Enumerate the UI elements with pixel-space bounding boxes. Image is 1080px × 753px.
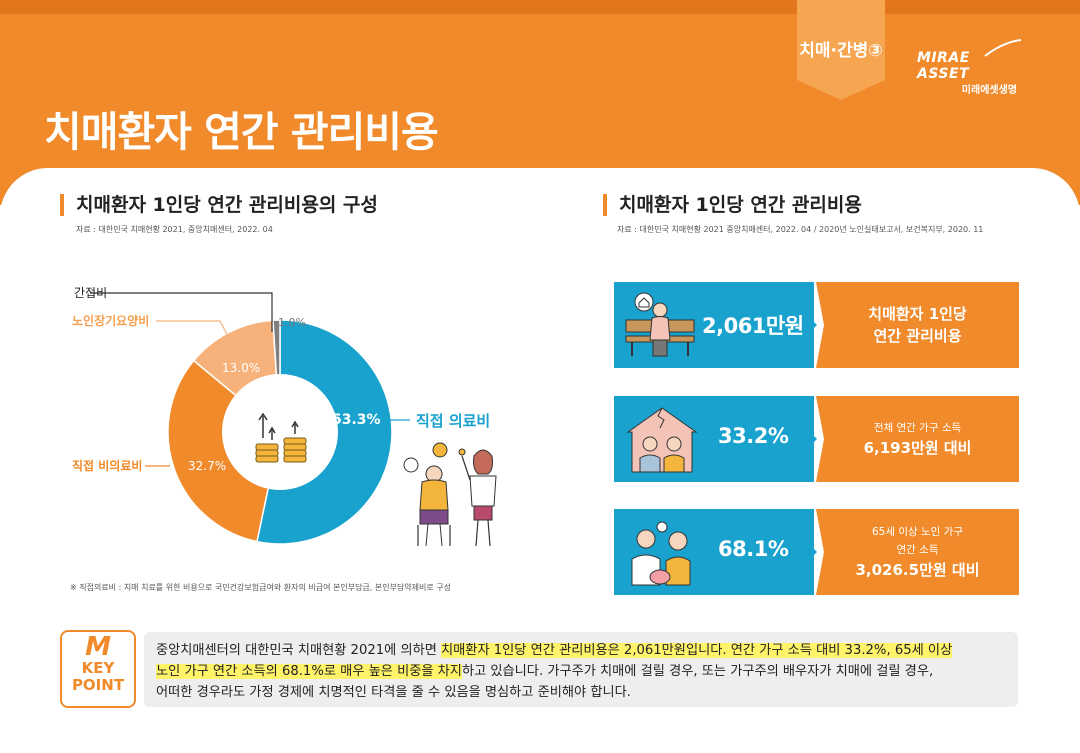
label-nonmedical: 직접 비의료비 xyxy=(72,458,142,473)
stat-card-elderly-line3: 3,026.5만원 대비 xyxy=(855,561,980,579)
key-point-highlight1: 치매환자 1인당 연간 관리비용은 2,061만원입니다. 연간 가구 소득 대… xyxy=(441,643,953,658)
stat-card-cost-value-panel: 2,061만원 xyxy=(614,282,814,368)
doctor-patient-illustration-icon xyxy=(403,442,497,547)
header-top-strip xyxy=(0,0,1080,14)
pct-medical: 53.3% xyxy=(332,412,381,428)
donut-chart-svg: 간접비 1.0% 노인장기요양비 13.0% 직접 비의료비 32.7% 53.… xyxy=(72,286,497,547)
key-point-text: 중앙치매센터의 대한민국 치매현황 2021에 의하면 치매환자 1인당 연간 … xyxy=(144,632,1018,707)
label-ltc: 노인장기요양비 xyxy=(72,313,149,328)
stat-card-household-value-panel: 33.2% xyxy=(614,396,814,482)
stat-card-cost: 2,061만원 치매환자 1인당 연간 관리비용 xyxy=(614,282,1019,368)
key-point-text-part1: 중앙치매센터의 대한민국 치매현황 2021에 의하면 xyxy=(156,643,442,658)
worried-couple-icon xyxy=(631,521,691,586)
stat-card-elderly-line2: 연간 소득 xyxy=(896,544,939,556)
stat-card-household-line2: 6,193만원 대비 xyxy=(863,439,972,457)
brand-logo: MIRAE ASSET 미래에셋생명 xyxy=(917,39,1027,96)
left-section-title: 치매환자 1인당 연간 관리비용의 구성 xyxy=(60,194,378,216)
leader-line-indirect xyxy=(90,292,273,332)
coins-growth-icon xyxy=(255,412,307,463)
right-section-title: 치매환자 1인당 연간 관리비용 xyxy=(603,194,862,216)
pct-indirect: 1.0% xyxy=(278,316,306,329)
category-tag-label: 치매·간병③ xyxy=(799,41,883,61)
category-tag xyxy=(797,0,885,100)
key-point-badge-bottom: POINT xyxy=(71,676,125,694)
stat-card-household-value: 33.2% xyxy=(718,424,789,448)
key-point-highlight2: 노인 가구 연간 소득의 68.1%로 매우 높은 비중을 차지 xyxy=(156,664,462,679)
stat-card-elderly-desc: 65세 이상 노인 가구 연간 소득 3,026.5만원 대비 xyxy=(816,509,1019,595)
left-section-source: 자료 : 대한민국 치매현황 2021, 중앙치매센터, 2022. 04 xyxy=(76,225,273,234)
stat-card-elderly-value: 68.1% xyxy=(718,537,789,561)
donut-hole xyxy=(222,374,338,490)
key-point-text-part2: 하고 있습니다. 가구주가 치매에 걸릴 경우, 또는 가구주의 배우자가 치매… xyxy=(461,664,934,679)
footnote: ※ 직접의료비 : 치매 치료를 위한 비용으로 국민건강보험급여와 환자의 비… xyxy=(70,583,452,592)
stat-card-notch xyxy=(809,544,817,560)
stat-card-household-line1: 전체 연간 가구 소득 xyxy=(873,422,962,434)
key-point-badge: M KEY POINT xyxy=(60,630,136,708)
donut-slice-1 xyxy=(167,359,281,543)
pct-nonmedical: 32.7% xyxy=(188,459,226,473)
stat-card-household-income: 33.2% 전체 연간 가구 소득 6,193만원 대비 xyxy=(614,396,1019,482)
stat-card-cost-value: 2,061만원 xyxy=(702,314,804,338)
donut-chart: 간접비 1.0% 노인장기요양비 13.0% 직접 비의료비 32.7% 53.… xyxy=(60,270,540,580)
stat-card-elderly-income: 68.1% 65세 이상 노인 가구 연간 소득 3,026.5만원 대비 xyxy=(614,509,1019,595)
stat-card-notch xyxy=(809,317,817,333)
logo-swoosh-icon xyxy=(984,39,1022,57)
stat-card-cost-line1: 치매환자 1인당 xyxy=(868,305,967,323)
key-point-section: M KEY POINT 중앙치매센터의 대한민국 치매현황 2021에 의하면 … xyxy=(60,630,1018,708)
stat-card-household-desc: 전체 연간 가구 소득 6,193만원 대비 xyxy=(816,396,1019,482)
stat-card-cost-desc: 치매환자 1인당 연간 관리비용 xyxy=(816,282,1019,368)
elderly-on-bench-icon xyxy=(625,292,695,357)
right-section-source: 자료 : 대한민국 치매현황 2021 중앙치매센터, 2022. 04 / 2… xyxy=(617,225,984,234)
stat-card-elderly-line1: 65세 이상 노인 가구 xyxy=(872,526,963,538)
label-indirect: 간접비 xyxy=(74,286,107,300)
cracked-house-family-icon xyxy=(626,407,698,473)
logo-subtext: 미래에셋생명 xyxy=(961,85,1017,96)
stat-card-notch xyxy=(809,431,817,447)
label-medical: 직접 의료비 xyxy=(416,412,490,430)
key-point-badge-top: KEY xyxy=(81,659,115,677)
key-point-logo-icon: M xyxy=(85,632,111,662)
key-point-text-part3: 어떠한 경우라도 가정 경제에 치명적인 타격을 줄 수 있음을 명심하고 준비… xyxy=(156,685,631,700)
logo-text: MIRAE ASSET xyxy=(917,50,970,82)
pct-ltc: 13.0% xyxy=(222,361,260,375)
leader-line-ltc xyxy=(156,320,231,341)
page-title: 치매환자 연간 관리비용 xyxy=(44,108,439,156)
stat-card-cost-line2: 연간 관리비용 xyxy=(873,327,962,345)
stat-card-elderly-value-panel: 68.1% xyxy=(614,509,814,595)
